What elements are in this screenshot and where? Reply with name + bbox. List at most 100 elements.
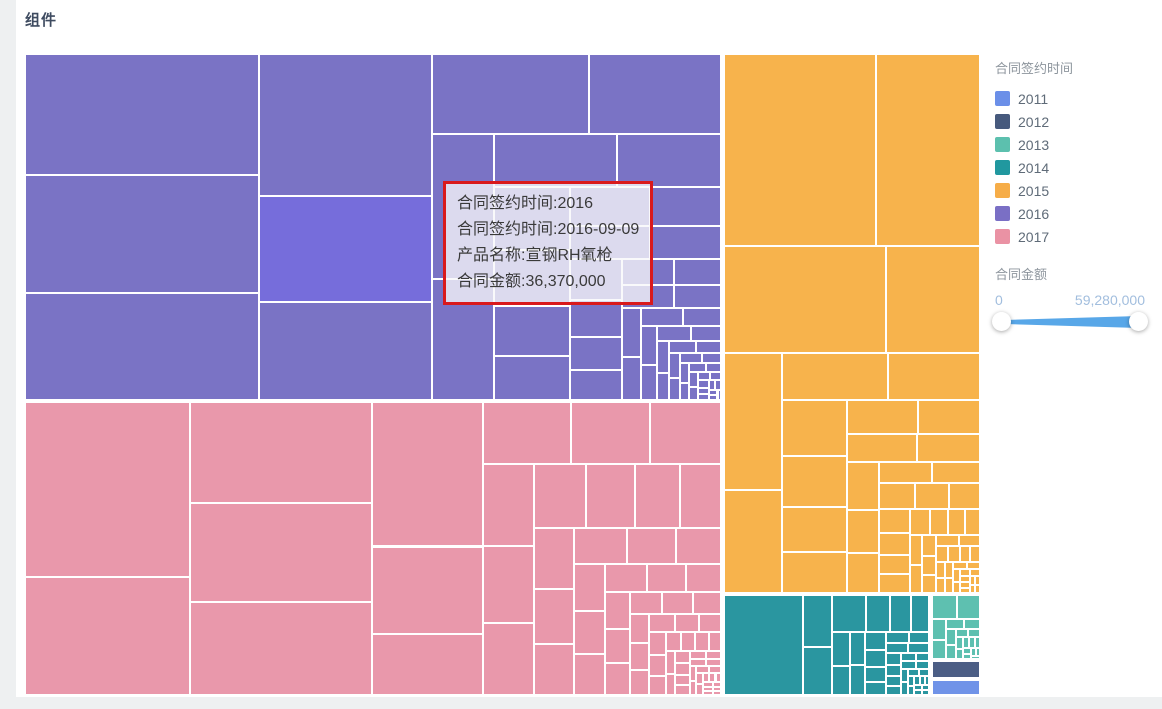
- treemap-node-2017[interactable]: [675, 664, 689, 674]
- treemap-node-2015[interactable]: [948, 509, 964, 535]
- treemap-node-2016[interactable]: [642, 365, 656, 400]
- treemap-node-2015[interactable]: [910, 566, 921, 593]
- treemap-node-2016[interactable]: [622, 308, 641, 356]
- treemap-node-2016[interactable]: [698, 373, 710, 380]
- treemap-node-2016[interactable]: [495, 134, 617, 187]
- treemap-node-2013[interactable]: [947, 619, 963, 628]
- treemap-node-2017[interactable]: [484, 623, 533, 694]
- treemap-node-2015[interactable]: [960, 546, 970, 562]
- legend-item-2012[interactable]: 2012: [995, 110, 1159, 133]
- treemap-node-2013[interactable]: [947, 645, 955, 659]
- treemap-node-2013[interactable]: [971, 656, 979, 659]
- treemap-node-2016[interactable]: [650, 188, 721, 226]
- treemap-node-2015[interactable]: [724, 491, 781, 593]
- treemap-node-2017[interactable]: [693, 592, 721, 613]
- treemap-node-2016[interactable]: [698, 395, 708, 400]
- treemap-node-2015[interactable]: [880, 484, 915, 508]
- treemap-node-2017[interactable]: [666, 632, 681, 650]
- treemap-node-2016[interactable]: [618, 134, 721, 187]
- treemap-node-2016[interactable]: [259, 197, 431, 301]
- treemap-node-2015[interactable]: [930, 509, 947, 535]
- treemap-node-2017[interactable]: [650, 676, 665, 694]
- treemap-node-2017[interactable]: [663, 592, 692, 613]
- treemap-node-2015[interactable]: [888, 353, 979, 399]
- treemap-node-2017[interactable]: [606, 592, 629, 628]
- treemap-node-2016[interactable]: [571, 300, 621, 336]
- treemap-node-2015[interactable]: [922, 557, 936, 575]
- treemap-node-2015[interactable]: [724, 353, 781, 490]
- treemap-node-2017[interactable]: [699, 614, 721, 631]
- treemap-node-2016[interactable]: [690, 364, 706, 372]
- treemap-node-2017[interactable]: [690, 681, 696, 694]
- visualmap-handle-max[interactable]: [1129, 312, 1148, 331]
- treemap-node-2014[interactable]: [916, 662, 929, 668]
- treemap-node-2015[interactable]: [848, 400, 917, 433]
- treemap-node-2017[interactable]: [675, 651, 689, 663]
- treemap-node-2013[interactable]: [932, 640, 946, 659]
- treemap-node-2014[interactable]: [865, 682, 885, 694]
- treemap-node-2017[interactable]: [190, 403, 372, 503]
- legend-item-2014[interactable]: 2014: [995, 156, 1159, 179]
- treemap-node-2013[interactable]: [975, 637, 979, 647]
- treemap-node-2016[interactable]: [642, 326, 656, 364]
- treemap-node-2014[interactable]: [916, 653, 929, 661]
- treemap-node-2016[interactable]: [259, 302, 431, 400]
- treemap-node-2017[interactable]: [630, 671, 649, 694]
- treemap-node-2014[interactable]: [886, 632, 908, 643]
- treemap-node-2013[interactable]: [956, 649, 962, 659]
- treemap-node-2017[interactable]: [484, 464, 533, 545]
- treemap-node-2016[interactable]: [26, 55, 258, 174]
- treemap-node-2017[interactable]: [716, 673, 721, 681]
- legend-item-2015[interactable]: 2015: [995, 179, 1159, 202]
- treemap-node-2014[interactable]: [901, 653, 915, 661]
- treemap-node-2016[interactable]: [709, 396, 717, 400]
- treemap-node-2014[interactable]: [908, 669, 918, 675]
- treemap-node-2014[interactable]: [923, 686, 929, 690]
- treemap-node-2016[interactable]: [670, 341, 696, 352]
- treemap-node-2016[interactable]: [716, 381, 721, 389]
- treemap-node-2017[interactable]: [373, 634, 483, 694]
- treemap-node-2015[interactable]: [782, 456, 847, 506]
- treemap-node-2015[interactable]: [968, 563, 979, 569]
- treemap-node-2013[interactable]: [963, 654, 970, 659]
- treemap-node-2017[interactable]: [606, 664, 629, 694]
- treemap-node-2017[interactable]: [628, 529, 676, 563]
- treemap-node-2016[interactable]: [711, 373, 721, 380]
- treemap-node-2014[interactable]: [867, 596, 889, 631]
- treemap-node-2015[interactable]: [922, 576, 936, 593]
- treemap-node-2015[interactable]: [949, 484, 979, 508]
- treemap-node-2015[interactable]: [910, 536, 921, 565]
- treemap-node-2014[interactable]: [911, 596, 929, 631]
- treemap-node-2017[interactable]: [606, 564, 647, 591]
- treemap-node-2015[interactable]: [880, 555, 909, 574]
- treemap-node-2014[interactable]: [920, 676, 924, 685]
- treemap-node-2016[interactable]: [571, 371, 621, 400]
- treemap-node-2014[interactable]: [851, 666, 864, 694]
- treemap-node-2015[interactable]: [880, 509, 909, 532]
- treemap-node-2017[interactable]: [373, 403, 483, 546]
- treemap-node-2015[interactable]: [970, 586, 975, 593]
- treemap-node-2016[interactable]: [657, 341, 669, 372]
- treemap-node-2015[interactable]: [848, 435, 917, 461]
- treemap-node-2017[interactable]: [707, 660, 721, 666]
- treemap-node-2016[interactable]: [698, 388, 708, 394]
- treemap-node-2016[interactable]: [259, 55, 431, 196]
- treemap-node-2016[interactable]: [590, 55, 721, 133]
- legend-item-2011[interactable]: 2011: [995, 87, 1159, 110]
- treemap-node-2015[interactable]: [932, 462, 979, 483]
- treemap-node-2017[interactable]: [650, 614, 675, 631]
- treemap-node-2017[interactable]: [630, 644, 649, 670]
- treemap-node-2016[interactable]: [670, 353, 680, 377]
- treemap-node-2015[interactable]: [946, 563, 952, 578]
- treemap-node-2015[interactable]: [922, 536, 936, 556]
- treemap-node-2017[interactable]: [190, 504, 372, 601]
- treemap-node-2016[interactable]: [709, 390, 717, 395]
- treemap-node-2017[interactable]: [713, 687, 721, 690]
- treemap-node-2016[interactable]: [670, 378, 680, 400]
- treemap-node-2013[interactable]: [957, 596, 979, 618]
- treemap-node-2014[interactable]: [908, 686, 914, 694]
- treemap-node-2014[interactable]: [832, 596, 866, 631]
- treemap-node-2015[interactable]: [960, 570, 970, 576]
- treemap-node-2015[interactable]: [887, 247, 979, 352]
- treemap-node-2014[interactable]: [886, 644, 908, 652]
